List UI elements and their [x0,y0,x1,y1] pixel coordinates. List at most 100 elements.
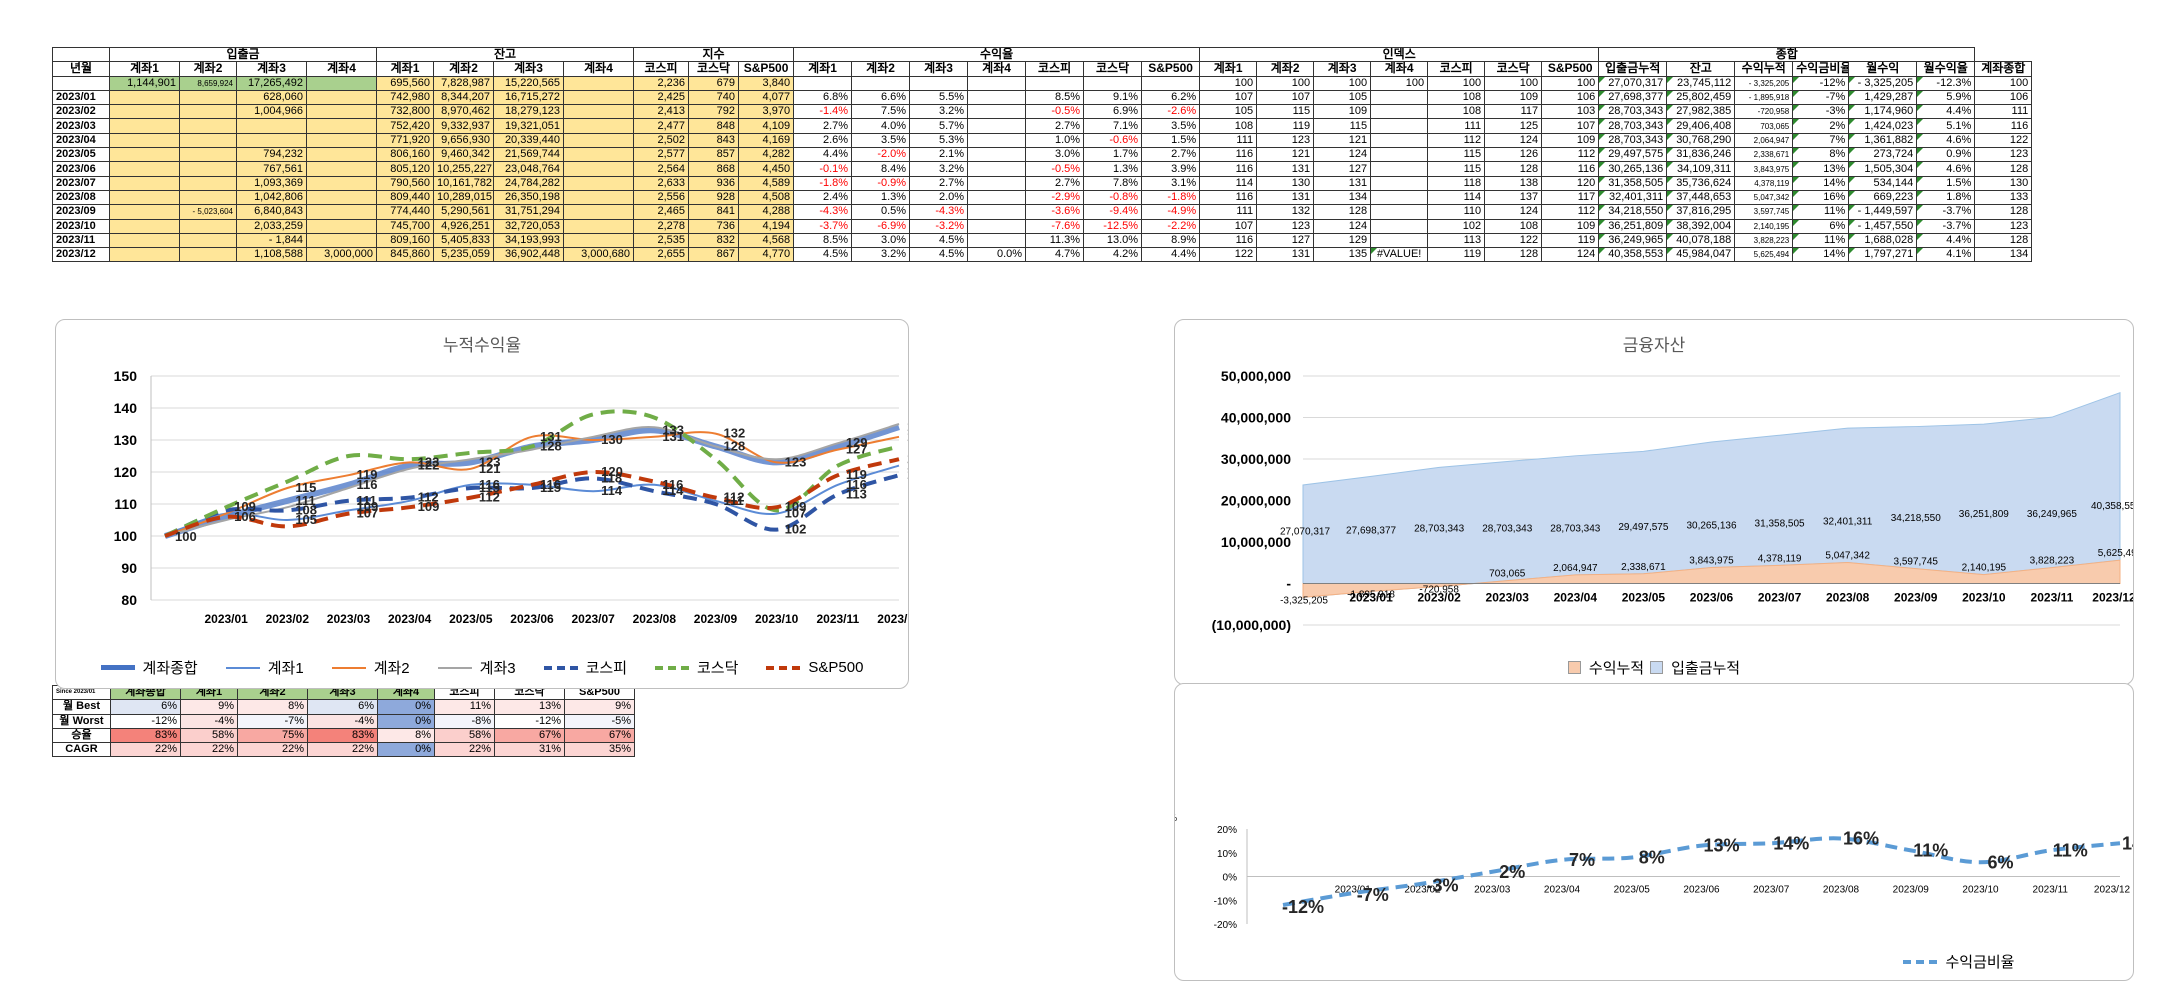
table-cell[interactable] [967,75,1027,91]
table-cell[interactable] [236,118,307,134]
table-cell[interactable]: 4,589 [738,175,795,191]
table-cell[interactable]: 10,161,782 [433,175,494,191]
table-cell[interactable] [562,89,635,106]
table-cell[interactable]: 3,970 [738,104,795,120]
table-cell[interactable] [1370,218,1429,234]
table-cell[interactable]: 108 [1427,89,1486,106]
table-cell[interactable]: 16,715,272 [493,89,564,106]
table-cell[interactable]: 732,800 [376,104,434,120]
table-cell[interactable]: 703,065 [1734,118,1794,134]
column-header[interactable]: 계좌1 [1199,61,1258,77]
table-cell[interactable]: 16% [1792,189,1850,206]
table-cell[interactable]: 107 [1199,218,1258,234]
table-cell[interactable]: 124 [1484,204,1543,220]
stats-cell[interactable]: -4% [180,713,238,729]
table-cell[interactable]: -3.2% [909,218,969,234]
table-cell[interactable]: 4,282 [738,147,795,163]
table-cell[interactable]: 273,724 [1848,147,1918,163]
table-cell[interactable]: 36,251,809 [1598,218,1668,234]
table-cell[interactable] [562,161,635,177]
table-cell[interactable]: 15,220,565 [493,75,564,91]
table-cell[interactable]: 745,700 [376,218,434,234]
table-cell[interactable]: 111 [1199,204,1258,220]
table-cell[interactable]: 131 [1256,161,1315,177]
table-cell[interactable]: 2,033,259 [236,218,307,234]
table-cell[interactable] [1141,75,1201,91]
table-cell[interactable]: 8.9% [1141,232,1201,249]
table-cell[interactable]: 106 [1541,89,1600,106]
table-cell[interactable]: 116 [1974,118,2033,134]
table-cell[interactable]: 105 [1313,89,1372,106]
table-cell[interactable]: 1.5% [1141,132,1201,149]
table-cell[interactable]: 45,984,047 [1666,247,1736,263]
table-cell[interactable]: 809,160 [376,232,434,249]
stats-cell[interactable]: 0% [377,713,435,729]
legend-item[interactable]: 코스닥 [655,657,738,678]
column-header[interactable]: 계좌1 [376,61,434,77]
table-cell[interactable]: - 1,457,550 [1848,218,1918,234]
table-cell[interactable]: 5,290,561 [433,204,494,220]
table-cell[interactable]: -0.8% [1083,189,1143,206]
table-cell[interactable] [562,218,635,234]
stats-cell[interactable]: 0% [377,742,435,758]
legend-item[interactable]: 계좌종합 [100,657,198,678]
table-cell[interactable]: 2023/10 [52,218,110,234]
table-cell[interactable]: 3.0% [1025,147,1085,163]
legend-item[interactable]: 코스피 [543,657,627,678]
column-header[interactable]: 수익금비율 [1792,61,1850,77]
stats-cell[interactable]: -5% [564,713,635,729]
table-cell[interactable]: 2023/06 [52,161,110,177]
table-cell[interactable] [306,89,377,106]
table-cell[interactable]: 4,077 [738,89,795,106]
table-cell[interactable] [236,132,307,149]
table-cell[interactable]: -0.6% [1083,132,1143,149]
table-cell[interactable]: 2,236 [633,75,690,91]
table-cell[interactable]: 31,751,294 [493,204,564,220]
table-cell[interactable]: 115 [1427,147,1486,163]
table-cell[interactable]: 1,361,882 [1848,132,1918,149]
column-header[interactable]: 계좌종합 [1974,61,2033,77]
stats-cell[interactable]: 58% [180,727,238,744]
table-cell[interactable]: 34,193,993 [493,232,564,249]
table-cell[interactable]: 1,108,588 [236,247,307,263]
table-cell[interactable]: 4,194 [738,218,795,234]
table-cell[interactable]: 8,970,462 [433,104,494,120]
group-header[interactable]: 입출금 [109,46,377,63]
table-cell[interactable]: 133 [1974,189,2033,206]
table-cell[interactable]: -4.3% [793,204,853,220]
table-cell[interactable]: 27,070,317 [1598,75,1668,91]
table-cell[interactable] [562,132,635,149]
table-cell[interactable]: 7.1% [1083,118,1143,134]
table-cell[interactable]: 928 [688,189,740,206]
stats-cell[interactable]: 11% [434,699,495,715]
table-cell[interactable]: 38,392,004 [1666,218,1736,234]
table-cell[interactable]: 27,982,385 [1666,104,1736,120]
column-header[interactable]: 계좌2 [433,61,494,77]
table-cell[interactable]: 6.8% [793,89,853,106]
table-cell[interactable]: -3.7% [1916,218,1976,234]
table-cell[interactable]: 32,401,311 [1598,189,1668,206]
table-cell[interactable] [306,204,377,220]
table-cell[interactable]: 3.9% [1141,161,1201,177]
table-cell[interactable]: 0.0% [967,247,1027,263]
table-cell[interactable]: 3,840 [738,75,795,91]
stats-cell[interactable]: 6% [307,699,378,715]
table-cell[interactable]: 107 [1256,89,1315,106]
table-cell[interactable]: 3.5% [1141,118,1201,134]
table-cell[interactable]: 4.6% [1916,161,1976,177]
table-cell[interactable] [1370,104,1429,120]
table-cell[interactable]: 4.4% [1916,104,1976,120]
table-cell[interactable]: 2,425 [633,89,690,106]
table-cell[interactable]: 116 [1541,161,1600,177]
table-cell[interactable]: 128 [1974,204,2033,220]
financial-assets-chart[interactable]: 금융자산 (10,000,000) - 10,000,000 20,000,000 30… [1174,319,2134,685]
table-cell[interactable]: 31,358,505 [1598,175,1668,191]
table-cell[interactable] [967,218,1027,234]
table-cell[interactable]: 111 [1974,104,2033,120]
column-header[interactable]: 계좌3 [493,61,564,77]
table-cell[interactable]: 129 [1313,232,1372,249]
table-cell[interactable]: 2,278 [633,218,690,234]
table-cell[interactable]: 32,720,053 [493,218,564,234]
table-cell[interactable]: 4.4% [1141,247,1201,263]
column-header[interactable]: 입출금누적 [1598,61,1668,77]
